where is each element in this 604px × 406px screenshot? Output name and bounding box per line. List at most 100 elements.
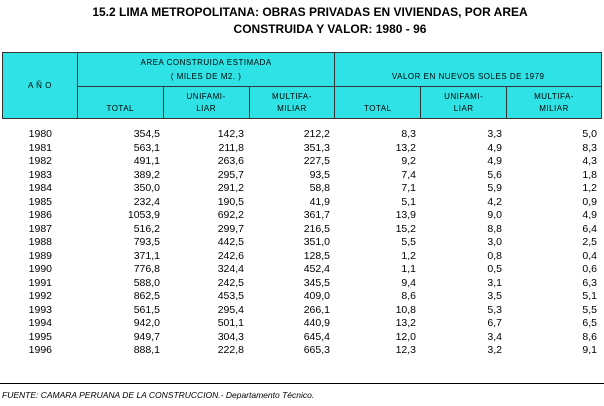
cell-value-total: 12,3: [395, 344, 416, 356]
cell-year: 1990: [28, 263, 52, 275]
cell-area-unifam: 442,5: [217, 236, 244, 248]
cell-value-total: 15,2: [395, 222, 416, 235]
cell-area-multifam: 361,7: [303, 209, 330, 221]
table-row: 1995 949,7 304,3 645,4 12,0 3,4 8,6: [2, 331, 602, 345]
cell-value-total: 5,5: [401, 236, 416, 248]
cell-value-total: 7,1: [401, 182, 416, 194]
header-area-group-line1: AREA CONSTRUIDA ESTIMADA: [140, 57, 272, 67]
cell-value-total: 12,0: [395, 330, 416, 343]
cell-value-multifam: 0,4: [582, 249, 597, 262]
cell-area-multifam: 351,0: [303, 236, 330, 248]
table-row: 1981 563,1 211,8 351,3 13,2 4,9 8,3: [2, 142, 602, 156]
cell-area-unifam: 263,6: [217, 155, 244, 167]
cell-area-multifam: 440,9: [303, 317, 330, 329]
header-value-group: VALOR EN NUEVOS SOLES DE 1979: [334, 52, 602, 87]
table-row: 1986 1053,9 692,2 361,7 13,9 9,0 4,9: [2, 209, 602, 223]
cell-area-multifam: 93,5: [309, 168, 330, 181]
table-row: 1992 862,5 453,5 409,0 8,6 3,5 5,1: [2, 290, 602, 304]
cell-value-total: 9,2: [401, 155, 416, 167]
table-row: 1991 588,0 242,5 345,5 9,4 3,1 6,3: [2, 277, 602, 291]
cell-area-total: 888,1: [133, 344, 160, 356]
cell-area-multifam: 128,5: [303, 249, 330, 262]
table-row: 1982 491,1 263,6 227,5 9,2 4,9 4,3: [2, 155, 602, 169]
cell-area-total: 491,1: [133, 155, 160, 167]
header-unifam-line1: UNIFAMI-: [186, 92, 226, 101]
cell-area-unifam: 304,3: [217, 330, 244, 343]
header-area-unifam: UNIFAMI- LIAR: [162, 86, 250, 119]
table-row: 1980 354,5 142,3 212,2 8,3 3,3 5,0: [2, 128, 602, 142]
cell-area-multifam: 58,8: [309, 182, 330, 194]
cell-area-total: 793,5: [133, 236, 160, 248]
cell-value-multifam: 6,4: [582, 222, 597, 235]
cell-area-multifam: 345,5: [303, 276, 330, 289]
cell-year: 1981: [28, 141, 52, 154]
cell-value-unifam: 9,0: [487, 209, 502, 221]
cell-value-total: 10,8: [395, 303, 416, 316]
cell-year: 1995: [28, 330, 52, 343]
cell-value-multifam: 5,1: [582, 290, 597, 302]
cell-year: 1985: [28, 195, 52, 208]
cell-value-multifam: 8,3: [582, 141, 597, 154]
table-header: A Ñ O AREA CONSTRUIDA ESTIMADA ( MILES D…: [2, 52, 602, 119]
cell-year: 1983: [28, 168, 52, 181]
cell-year: 1988: [28, 236, 52, 248]
table-row: 1990 776,8 324,4 452,4 1,1 0,5 0,6: [2, 263, 602, 277]
cell-area-unifam: 692,2: [217, 209, 244, 221]
cell-value-total: 13,2: [395, 141, 416, 154]
cell-year: 1994: [28, 317, 52, 329]
cell-year: 1987: [28, 222, 52, 235]
cell-area-unifam: 299,7: [217, 222, 244, 235]
cell-value-unifam: 4,9: [487, 155, 502, 167]
cell-area-total: 561,5: [133, 303, 160, 316]
cell-value-unifam: 3,5: [487, 290, 502, 302]
cell-year: 1989: [28, 249, 52, 262]
cell-value-multifam: 5,5: [582, 303, 597, 316]
header-value-unifam-line1: UNIFAMI-: [444, 92, 484, 101]
cell-area-multifam: 645,4: [303, 330, 330, 343]
cell-value-multifam: 6,5: [582, 317, 597, 329]
cell-area-multifam: 216,5: [303, 222, 330, 235]
cell-area-unifam: 242,6: [217, 249, 244, 262]
cell-area-unifam: 211,8: [218, 141, 245, 154]
cell-value-multifam: 2,5: [582, 236, 597, 248]
cell-area-multifam: 351,3: [303, 141, 330, 154]
cell-value-total: 5,1: [401, 195, 416, 208]
cell-area-unifam: 242,5: [217, 276, 244, 289]
cell-area-multifam: 452,4: [303, 263, 330, 275]
cell-year: 1992: [28, 290, 52, 302]
cell-value-multifam: 6,3: [582, 276, 597, 289]
cell-area-total: 942,0: [133, 317, 160, 329]
cell-value-multifam: 4,9: [582, 209, 597, 221]
table-row: 1996 888,1 222,8 665,3 12,3 3,2 9,1: [2, 344, 602, 358]
cell-value-multifam: 9,1: [582, 344, 597, 356]
source-footnote: FUENTE: CAMARA PERUANA DE LA CONSTRUCCIO…: [2, 390, 315, 400]
cell-area-total: 776,8: [133, 263, 160, 275]
header-value-unifam: UNIFAMI- LIAR: [420, 86, 508, 119]
cell-area-multifam: 665,3: [303, 344, 330, 356]
cell-year: 1980: [28, 128, 52, 140]
cell-year: 1996: [28, 344, 52, 356]
cell-area-multifam: 227,5: [303, 155, 330, 167]
table-title-line1: 15.2 LIMA METROPOLITANA: OBRAS PRIVADAS …: [92, 5, 528, 19]
cell-value-total: 8,6: [401, 290, 416, 302]
cell-area-multifam: 266,1: [303, 303, 330, 316]
cell-value-unifam: 3,3: [487, 128, 502, 140]
cell-area-total: 588,0: [133, 276, 160, 289]
cell-year: 1991: [28, 276, 52, 289]
cell-area-multifam: 41,9: [309, 195, 330, 208]
table-row: 1994 942,0 501,1 440,9 13,2 6,7 6,5: [2, 317, 602, 331]
cell-value-unifam: 8,8: [487, 222, 502, 235]
cell-area-unifam: 222,8: [217, 344, 244, 356]
cell-value-unifam: 3,1: [487, 276, 502, 289]
cell-area-total: 354,5: [133, 128, 160, 140]
cell-value-total: 1,1: [401, 263, 416, 275]
cell-year: 1982: [28, 155, 52, 167]
cell-area-unifam: 501,1: [217, 317, 244, 329]
cell-value-multifam: 1,8: [582, 168, 597, 181]
header-area-group-line2: ( MILES DE M2. ): [170, 71, 242, 81]
cell-value-unifam: 5,9: [487, 182, 502, 194]
cell-year: 1993: [28, 303, 52, 316]
cell-area-unifam: 453,5: [217, 290, 244, 302]
cell-value-total: 8,3: [401, 128, 416, 140]
cell-value-multifam: 1,2: [582, 182, 597, 194]
